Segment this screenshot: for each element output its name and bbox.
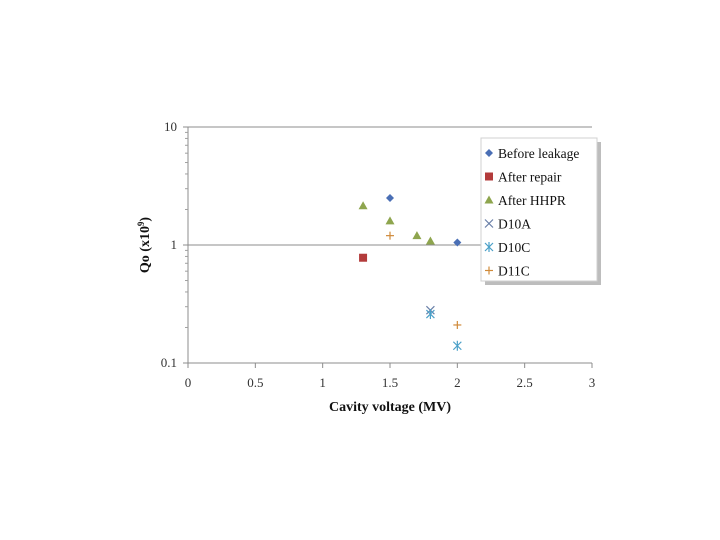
legend-marker-before-leakage xyxy=(485,149,493,157)
legend-entry-before-leakage: Before leakage xyxy=(485,146,579,161)
x-tick-label: 3 xyxy=(589,375,596,390)
x-tick-label: 1.5 xyxy=(382,375,398,390)
legend-entry-after-repair: After repair xyxy=(485,170,562,185)
legend-marker-d10a xyxy=(484,219,494,228)
point-after-hhpr-2 xyxy=(412,231,422,240)
y-tick-label: 10 xyxy=(164,119,177,134)
legend-box xyxy=(480,137,598,282)
legend-label-d10a: D10A xyxy=(498,217,531,232)
legend-marker-d11c xyxy=(485,266,493,275)
legend-entry-after-hhpr: After HHPR xyxy=(484,193,566,208)
legend-label-before-leakage: Before leakage xyxy=(498,146,579,161)
x-tick-label: 0.5 xyxy=(247,375,263,390)
legend-label-d11c: D11C xyxy=(498,264,530,279)
y-tick-label: 1 xyxy=(171,237,178,252)
x-tick-label: 2 xyxy=(454,375,461,390)
point-after-hhpr-1 xyxy=(385,216,395,225)
legend-items: Before leakage After repair After HHPR D10A… xyxy=(484,146,579,279)
y-axis-title-close: ) xyxy=(138,217,153,222)
point-before-leakage-0 xyxy=(386,194,394,203)
legend-entry-d11c: D11C xyxy=(485,264,530,279)
point-d11c-0 xyxy=(386,231,394,240)
legend-marker-d10c xyxy=(484,242,494,252)
legend-marker-after-repair xyxy=(485,172,493,181)
legend-label-d10c: D10C xyxy=(498,240,530,255)
point-before-leakage-1 xyxy=(453,238,462,247)
axis-layer xyxy=(183,126,593,368)
x-tick-label: 2.5 xyxy=(517,375,533,390)
x-tick-label: 1 xyxy=(319,375,326,390)
point-d10c-1 xyxy=(452,340,462,351)
point-after-hhpr-0 xyxy=(358,201,368,210)
tick-labels: 0.1 1 10 0 0.5 1 1.5 2 2.5 3 xyxy=(161,119,596,390)
y-tick-label: 0.1 xyxy=(161,355,177,370)
y-axis-title-main: Qo (x10 xyxy=(138,226,153,273)
point-after-repair-0 xyxy=(359,253,368,262)
legend-marker-after-hhpr xyxy=(484,195,494,204)
x-axis-title: Cavity voltage (MV) xyxy=(329,400,451,415)
legend: Before leakage After repair After HHPR D10A… xyxy=(480,137,601,285)
legend-label-after-hhpr: After HHPR xyxy=(498,193,566,208)
point-after-hhpr-3 xyxy=(425,236,435,245)
point-d10c-0 xyxy=(425,309,435,320)
y-axis-title-superscript: 9 xyxy=(136,221,146,226)
legend-label-after-repair: After repair xyxy=(498,170,562,185)
point-d11c-1 xyxy=(453,320,462,329)
legend-entry-d10a: D10A xyxy=(484,217,531,232)
data-points xyxy=(358,194,462,351)
x-tick-label: 0 xyxy=(185,375,192,390)
legend-entry-d10c: D10C xyxy=(484,240,530,255)
y-axis-title: Qo (x109) xyxy=(136,217,153,274)
